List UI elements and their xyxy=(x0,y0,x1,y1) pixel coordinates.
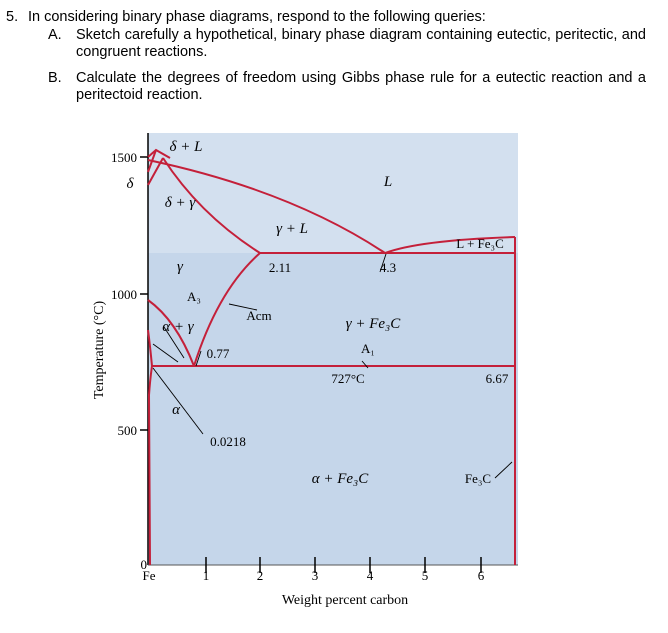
annotations: 2.11 4.3 0.77 6.67 0.0218 727°C A₃ Acm A… xyxy=(187,260,509,449)
acm-curve xyxy=(193,252,261,367)
y-tick-label-500: 500 xyxy=(118,423,138,438)
region-fe3c: Fe₃C xyxy=(465,471,491,486)
label-6-67: 6.67 xyxy=(486,371,509,386)
x-tick-label-1: 1 xyxy=(203,568,210,583)
label-0-77: 0.77 xyxy=(207,346,230,361)
liquidus-curve xyxy=(147,159,386,254)
y-tick-label-1500: 1500 xyxy=(111,150,137,165)
x-tick-label-5: 5 xyxy=(422,568,429,583)
region-l-fe3c: L + Fe₃C xyxy=(456,236,504,251)
a3-curve xyxy=(147,299,195,367)
region-delta-gamma: δ + γ xyxy=(165,195,197,211)
label-4-3: 4.3 xyxy=(380,260,396,275)
x-tick-label-2: 2 xyxy=(257,568,264,583)
label-2-11: 2.11 xyxy=(269,260,291,275)
alpha-solvus xyxy=(147,365,153,566)
label-0-0218: 0.0218 xyxy=(210,434,246,449)
leader-lines xyxy=(152,253,513,479)
x-axis-title: Weight percent carbon xyxy=(282,593,408,608)
question-stem: In considering binary phase diagrams, re… xyxy=(28,9,486,25)
region-alpha-gamma: α + γ xyxy=(162,319,194,335)
question-number: 5. xyxy=(6,9,19,25)
region-delta: δ xyxy=(127,176,135,192)
region-alpha-fe3c: α + Fe₃C xyxy=(312,471,370,487)
y-axis-title: Temperature (°C) xyxy=(92,301,107,400)
region-alpha: α xyxy=(172,402,181,418)
item-a-letter: A. xyxy=(48,27,62,43)
x-tick-label-6: 6 xyxy=(478,568,485,583)
y-tick-label-1000: 1000 xyxy=(111,287,137,302)
x-tick-label-3: 3 xyxy=(312,568,319,583)
item-a-text: Sketch carefully a hypothetical, binary … xyxy=(76,27,646,60)
item-b-text: Calculate the degrees of freedom using G… xyxy=(76,70,646,103)
item-b-letter: B. xyxy=(48,70,62,86)
region-delta-l: δ + L xyxy=(170,139,203,155)
region-gamma-l: γ + L xyxy=(276,221,308,237)
label-727c: 727°C xyxy=(331,371,364,386)
region-gamma-fe3c: γ + Fe₃C xyxy=(346,316,402,332)
y-tick-label-0: 0 xyxy=(141,557,148,572)
liquidus-right xyxy=(384,236,516,254)
delta-lines xyxy=(147,149,164,186)
region-labels: δ + L δ δ + γ L γ + L γ α + γ α γ + Fe₃C… xyxy=(127,139,402,487)
solidus-curve xyxy=(162,157,261,254)
plot-upper-shade xyxy=(148,133,518,253)
region-labels-upright: L + Fe₃C Fe₃C xyxy=(456,236,504,486)
region-gamma: γ xyxy=(177,259,184,275)
x-tick-label-4: 4 xyxy=(367,568,374,583)
label-a3: A₃ xyxy=(187,289,201,304)
alpha-gamma-boundary xyxy=(147,329,153,367)
region-l: L xyxy=(383,174,392,190)
label-a1: A₁ xyxy=(361,341,375,356)
label-acm: Acm xyxy=(246,308,271,323)
x-ticks xyxy=(205,557,482,573)
phase-boundaries xyxy=(147,148,516,566)
x-tick-label-fe: Fe xyxy=(143,568,156,583)
